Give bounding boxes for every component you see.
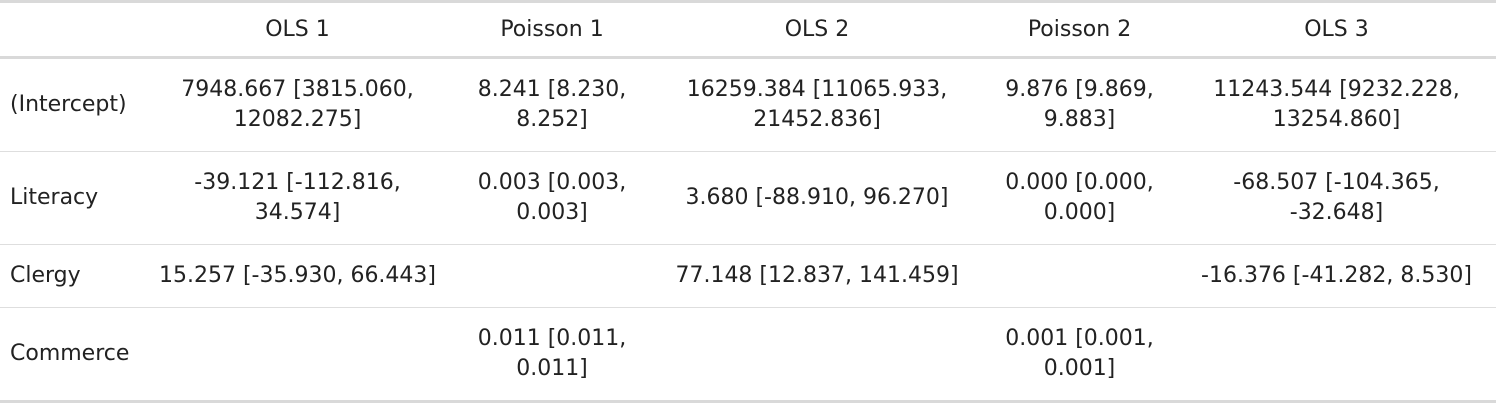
table-row: Clergy 15.257 [-35.930, 66.443] 77.148 [… [0, 244, 1496, 308]
column-header-poisson-1: Poisson 1 [452, 0, 652, 59]
table-cell: 7948.667 [3815.060, 12082.275] [143, 57, 452, 152]
table-cell [652, 307, 982, 403]
table-cell: -16.376 [-41.282, 8.530] [1177, 244, 1496, 308]
table-cell: 11243.544 [9232.228, 13254.860] [1177, 57, 1496, 152]
row-label: Literacy [0, 151, 143, 245]
table-body: (Intercept) 7948.667 [3815.060, 12082.27… [0, 57, 1496, 403]
table-cell: 0.011 [0.011, 0.011] [452, 307, 652, 403]
column-header-ols-2: OLS 2 [652, 0, 982, 59]
row-label: (Intercept) [0, 57, 143, 152]
table-cell: 16259.384 [11065.933, 21452.836] [652, 57, 982, 152]
table-cell: 0.003 [0.003, 0.003] [452, 151, 652, 245]
table-row: (Intercept) 7948.667 [3815.060, 12082.27… [0, 57, 1496, 152]
column-header-ols-1: OLS 1 [143, 0, 452, 59]
table-cell: 9.876 [9.869, 9.883] [982, 57, 1177, 152]
table-cell [982, 244, 1177, 308]
table-cell [143, 307, 452, 403]
table-cell: -68.507 [-104.365, -32.648] [1177, 151, 1496, 245]
header-row: OLS 1 Poisson 1 OLS 2 Poisson 2 OLS 3 [0, 0, 1496, 59]
row-label: Clergy [0, 244, 143, 308]
table-cell: 3.680 [-88.910, 96.270] [652, 151, 982, 245]
column-header-poisson-2: Poisson 2 [982, 0, 1177, 59]
table-cell: 0.001 [0.001, 0.001] [982, 307, 1177, 403]
column-header-blank [0, 0, 143, 59]
table-cell: 77.148 [12.837, 141.459] [652, 244, 982, 308]
table-cell [1177, 307, 1496, 403]
table-cell: -39.121 [-112.816, 34.574] [143, 151, 452, 245]
table-header: OLS 1 Poisson 1 OLS 2 Poisson 2 OLS 3 [0, 0, 1496, 59]
table-row: Literacy -39.121 [-112.816, 34.574] 0.00… [0, 151, 1496, 245]
table-cell: 0.000 [0.000, 0.000] [982, 151, 1177, 245]
table-cell [452, 244, 652, 308]
table-cell: 15.257 [-35.930, 66.443] [143, 244, 452, 308]
table-cell: 8.241 [8.230, 8.252] [452, 57, 652, 152]
row-label: Commerce [0, 307, 143, 403]
table-row: Commerce 0.011 [0.011, 0.011] 0.001 [0.0… [0, 307, 1496, 403]
column-header-ols-3: OLS 3 [1177, 0, 1496, 59]
